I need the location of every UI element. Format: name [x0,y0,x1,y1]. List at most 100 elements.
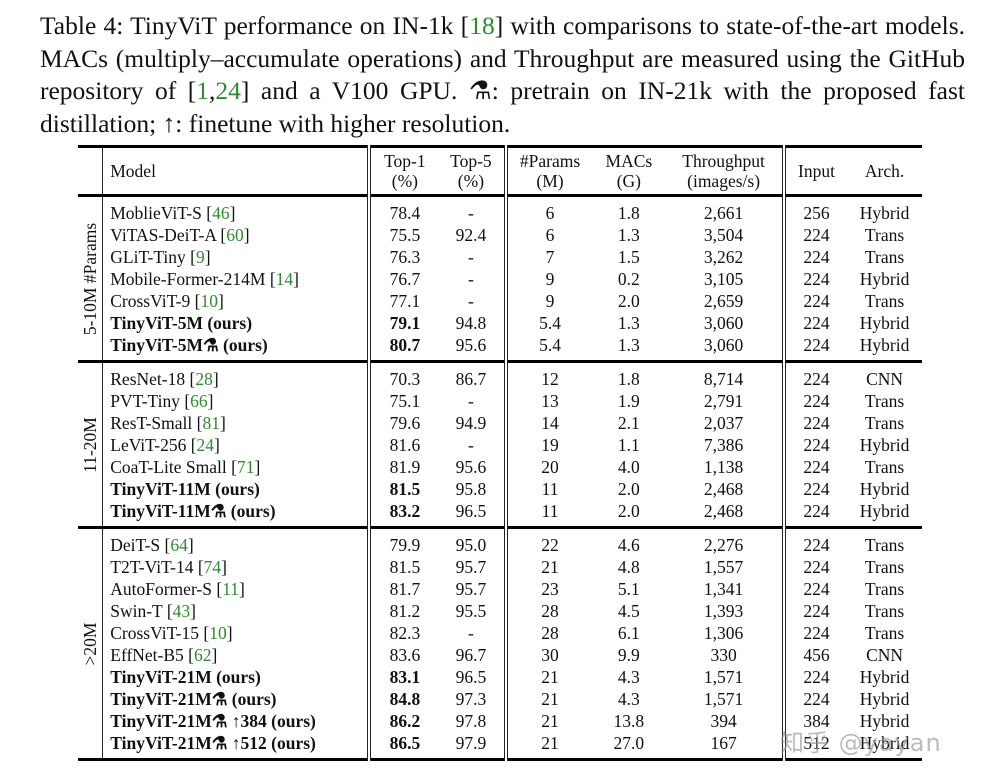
cell-throughput: 3,504 [703,225,744,245]
citation-link[interactable]: 66 [190,391,208,411]
cell-arch: Hybrid [859,203,910,223]
cell-throughput: 2,037 [703,413,744,433]
table-row: CrossViT-15 [10] 82.3 - 28 6.1 1,306 224 Trans [78,622,922,644]
citation-link[interactable]: 24 [215,76,241,105]
cell-macs: 1.9 [617,391,640,411]
table-row: AutoFormer-S [11] 81.7 95.7 23 5.1 1,341 224 Tr… [78,578,922,600]
cell-input: 224 [781,246,848,268]
cell-throughput: 1,306 [703,623,744,643]
cell-arch: Hybrid [859,711,910,731]
citation-link[interactable]: 9 [196,247,205,267]
cell-top5: 97.8 [455,711,487,731]
citation-link[interactable]: 18 [469,11,495,40]
table-row: CrossViT-9 [10] 77.1 - 9 2.0 2,659 224 Trans [78,290,922,312]
group-label-cell: 11-20M [78,362,103,528]
cell-macs: 2.0 [617,291,640,311]
citation-link[interactable]: 11 [222,579,240,599]
model-name: TinyViT-21M⚗ (ours) [110,689,277,709]
cell-arch: CNN [866,645,904,665]
cell-params: 21 [503,556,593,578]
model-name: ViTAS-DeiT-A [110,225,221,245]
cell-top1: 86.5 [367,732,439,760]
citation-link[interactable]: 71 [236,457,255,477]
cell-top5: - [468,269,474,289]
cell-throughput: 8,714 [703,369,744,389]
citation-link[interactable]: 10 [200,291,218,311]
citation-link[interactable]: 81 [202,413,220,433]
group-label-cell: >20M [78,528,103,760]
results-table-container: Model Top-1 (%) Top-5 (%) #Params (M) MACs(… [78,145,922,761]
cell-macs: 13.8 [613,711,645,731]
cell-params: 9 [503,290,593,312]
cell-throughput: 1,557 [703,557,744,577]
cell-macs: 4.0 [617,457,640,477]
citation-link[interactable]: 24 [196,435,215,455]
cell-model: ResT-Small [81] [102,412,370,434]
cell-macs: 4.6 [617,535,640,555]
table-row: TinyViT-21M⚗ ↑384 (ours) 86.2 97.8 21 13.8 39… [78,710,922,732]
cell-throughput: 2,659 [703,291,744,311]
model-name: TinyViT-11M (ours) [110,479,260,499]
header-throughput: Throughput (images/s) [682,151,765,191]
table-row: CoaT-Lite Small [71] 81.9 95.6 20 4.0 1,138 22… [78,456,922,478]
model-name: TinyViT-5M (ours) [110,313,253,333]
model-name: CoaT-Lite Small [110,457,232,477]
cell-top1: 70.3 [367,361,439,390]
citation-link[interactable]: 64 [170,535,188,555]
citation-link[interactable]: 28 [195,369,213,389]
cell-arch: Trans [864,391,905,411]
cell-throughput: 3,060 [703,313,744,333]
cell-top5: 94.8 [455,313,487,333]
cell-macs: 1.1 [617,435,640,455]
table-row: LeViT-256 [24] 81.6 - 19 1.1 7,386 224 Hybrid [78,434,922,456]
cell-arch: Hybrid [859,313,910,333]
citation-link[interactable]: 46 [212,203,230,223]
cell-model: TinyViT-5M (ours) [102,312,370,334]
table-row: TinyViT-5M (ours) 79.1 94.8 5.4 1.3 3,060 224 H… [78,312,922,334]
cell-model: TinyViT-21M⚗ ↑384 (ours) [102,710,370,732]
table-row: TinyViT-5M⚗ (ours) 80.7 95.6 5.4 1.3 3,060 224… [78,334,922,362]
citation-link[interactable]: 74 [203,557,222,577]
cell-throughput: 1,341 [703,579,744,599]
cell-model: Mobile-Former-214M [14] [102,268,370,290]
cell-top5: 97.3 [455,689,487,709]
cell-top1: 80.7 [367,334,439,362]
caption-text: : pretrain on IN-21k with the proposed f… [40,76,965,138]
cell-top5: - [468,435,474,455]
citation-link[interactable]: 1 [196,76,209,105]
cell-arch: Hybrid [859,689,910,709]
cell-top1: 79.9 [367,527,439,556]
cell-top1: 79.1 [367,312,439,334]
cell-params: 7 [503,246,593,268]
citation-link[interactable]: 60 [226,225,244,245]
cell-macs: 4.3 [617,667,640,687]
cell-throughput: 7,386 [703,435,744,455]
table-row: Mobile-Former-214M [14] 76.7 - 9 0.2 3,105 224… [78,268,922,290]
cell-throughput: 1,138 [703,457,744,477]
header-params: #Params (M) [503,146,593,196]
header-macs: MACs (G) [605,151,653,191]
cell-params: 6 [503,195,593,224]
cell-arch: Trans [864,247,905,267]
cell-params: 14 [503,412,593,434]
cell-input: 224 [781,527,848,556]
cell-arch: Hybrid [859,335,910,355]
cell-top1: 83.6 [367,644,439,666]
model-name: TinyViT-21M⚗ ↑384 (ours) [110,711,316,731]
header-row: Model Top-1 (%) Top-5 (%) #Params (M) MACs(… [78,146,922,196]
caption-text: ] and a V100 GPU. [240,76,469,105]
citation-link[interactable]: 43 [172,601,191,621]
cell-throughput: 3,060 [703,335,744,355]
cell-top5: 96.5 [455,667,487,687]
citation-link[interactable]: 62 [194,645,212,665]
table-row: 11-20M ResNet-18 [28] 70.3 86.7 12 1.8 8,714 22… [78,361,922,472]
cell-arch: CNN [866,369,904,389]
citation-link[interactable]: 14 [275,269,294,289]
model-name: GLiT-Tiny [110,247,191,267]
model-name: TinyViT-21M (ours) [110,667,261,687]
cell-arch: Trans [864,413,905,433]
cell-input: 224 [781,556,848,578]
citation-link[interactable]: 10 [209,623,227,643]
cell-top1: 81.7 [367,578,439,600]
table-row: TinyViT-21M⚗ (ours) 84.8 97.3 21 4.3 1,571 224… [78,688,922,710]
